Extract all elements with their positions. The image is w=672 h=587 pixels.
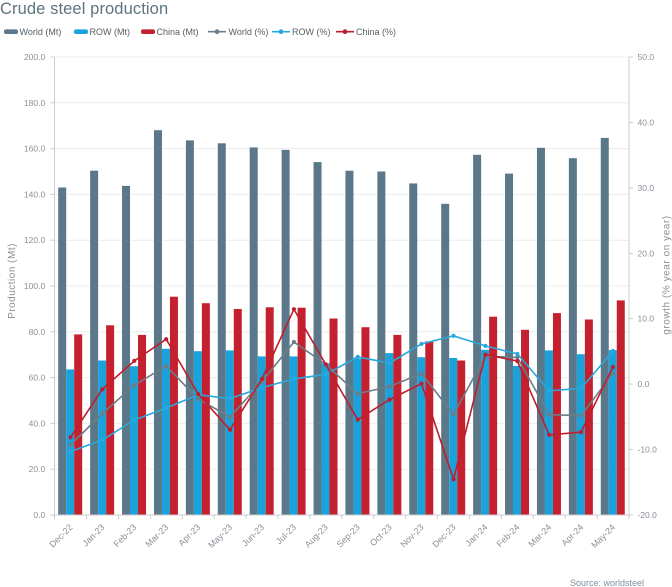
svg-text:-20.0: -20.0 (638, 510, 658, 520)
svg-text:160.0: 160.0 (24, 144, 46, 154)
svg-text:50.0: 50.0 (638, 52, 655, 62)
svg-text:40.0: 40.0 (638, 117, 655, 127)
svg-text:140.0: 140.0 (24, 189, 46, 199)
svg-text:0.0: 0.0 (638, 379, 650, 389)
svg-text:-10.0: -10.0 (638, 445, 658, 455)
svg-text:10.0: 10.0 (638, 314, 655, 324)
svg-text:30.0: 30.0 (638, 183, 655, 193)
svg-text:China (Mt): China (Mt) (157, 27, 199, 37)
svg-text:40.0: 40.0 (29, 418, 46, 428)
svg-text:20.0: 20.0 (638, 248, 655, 258)
svg-text:ROW (%): ROW (%) (292, 27, 331, 37)
svg-text:0.0: 0.0 (33, 510, 45, 520)
svg-text:60.0: 60.0 (29, 373, 46, 383)
svg-text:Source: worldsteel: Source: worldsteel (570, 578, 644, 587)
svg-text:20.0: 20.0 (29, 464, 46, 474)
svg-text:200.0: 200.0 (24, 52, 46, 62)
svg-text:Production (Mt): Production (Mt) (7, 243, 18, 319)
svg-text:China (%): China (%) (356, 27, 396, 37)
svg-text:growth (% year on year): growth (% year on year) (662, 215, 672, 334)
svg-text:100.0: 100.0 (24, 281, 46, 291)
svg-text:World (Mt): World (Mt) (20, 27, 62, 37)
svg-text:80.0: 80.0 (29, 327, 46, 337)
svg-text:World (%): World (%) (229, 27, 269, 37)
svg-text:180.0: 180.0 (24, 98, 46, 108)
svg-text:120.0: 120.0 (24, 235, 46, 245)
svg-text:Crude steel production: Crude steel production (0, 0, 168, 18)
svg-text:ROW (Mt): ROW (Mt) (90, 27, 131, 37)
